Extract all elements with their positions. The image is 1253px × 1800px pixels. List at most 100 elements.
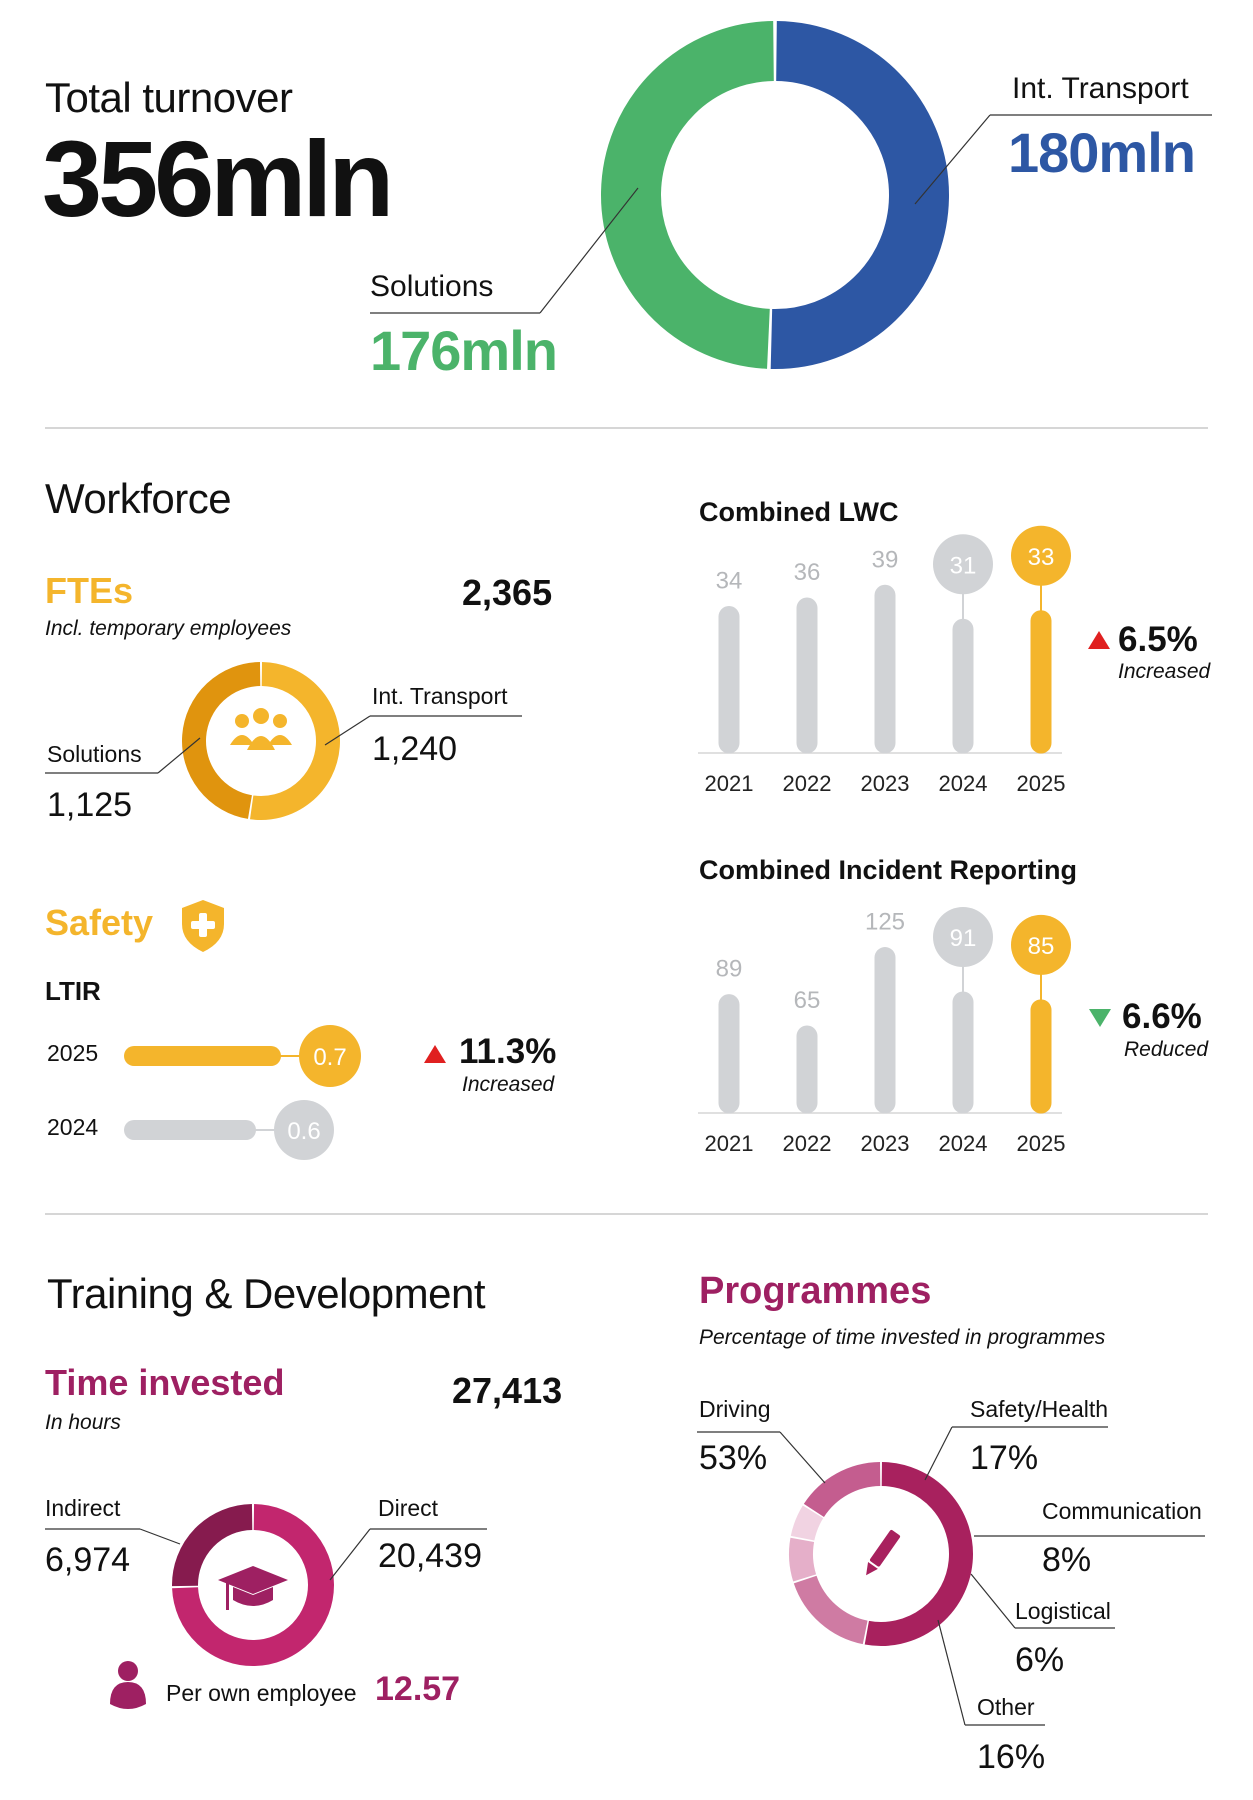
time-slice-direct	[172, 1504, 334, 1666]
ftes-slice-solutions	[182, 662, 261, 819]
per-employee-value: 12.57	[375, 1670, 461, 1708]
programmes-title: Programmes	[699, 1270, 932, 1312]
prog-value-communication: 8%	[1042, 1541, 1092, 1579]
lwc-data-label: 33	[1028, 544, 1055, 571]
programmes-slice-safety-health	[793, 1575, 868, 1645]
ltir-bars: 0.7 0.6	[124, 1025, 361, 1160]
ltir-year-2025: 2025	[47, 1040, 99, 1066]
turnover-donut	[370, 21, 1212, 369]
lwc-value-bubble	[933, 534, 993, 595]
lwc-chart: 34 2021 36 2022 39 2023 31 2024 33 2025	[698, 525, 1071, 796]
prog-value-driving: 53%	[699, 1439, 768, 1477]
incident-data-label: 125	[865, 909, 905, 936]
indirect-value: 6,974	[45, 1541, 131, 1579]
programmes-slice-communication	[789, 1537, 817, 1582]
programmes-slice-other	[803, 1462, 881, 1518]
direct-value: 20,439	[378, 1537, 482, 1575]
safety-change: 11.3%	[459, 1032, 557, 1071]
ftes-slice-int-transport	[250, 662, 340, 820]
lwc-value-bubble	[1011, 525, 1071, 586]
ftes-title: FTEs	[45, 570, 134, 611]
ftes-donut-inner	[207, 687, 315, 795]
ltir-value-bubble	[299, 1025, 361, 1087]
incident-change-note: Reduced	[1124, 1038, 1209, 1061]
ftes-total: 2,365	[462, 572, 553, 613]
incident-data-label: 85	[1028, 933, 1055, 960]
safety-title: Safety	[45, 902, 154, 943]
pencil-icon	[866, 1530, 901, 1576]
time-invested-subtitle: In hours	[45, 1411, 121, 1434]
workforce-title: Workforce	[45, 475, 232, 522]
int-transport-label: Int. Transport	[1012, 72, 1189, 105]
incident-tick-label: 2024	[939, 1131, 988, 1156]
ltir-label: LTIR	[45, 976, 101, 1006]
ftes-subtitle: Incl. temporary employees	[45, 617, 292, 640]
time-donut	[45, 1504, 487, 1666]
incident-chart: 89 2021 65 2022 125 2023 91 2024 85 2025	[698, 907, 1071, 1156]
incident-tick-label: 2021	[705, 1131, 754, 1156]
graduation-cap-icon	[218, 1566, 288, 1610]
incident-change: 6.6%	[1122, 997, 1202, 1036]
divider	[45, 1213, 1208, 1215]
programmes-slice-logistical	[790, 1505, 824, 1542]
prog-label-communication: Communication	[1042, 1498, 1202, 1524]
prog-value-other: 16%	[977, 1738, 1046, 1776]
incident-tick-label: 2022	[783, 1131, 832, 1156]
lwc-tick-label: 2021	[705, 771, 754, 796]
lwc-tick-label: 2024	[939, 771, 988, 796]
lwc-title: Combined LWC	[699, 497, 899, 527]
incident-value-bubble	[933, 907, 993, 967]
time-invested-title: Time invested	[45, 1362, 285, 1403]
prog-label-other: Other	[977, 1694, 1035, 1720]
ftes-int-transport-label: Int. Transport	[372, 683, 508, 709]
lwc-data-label: 39	[872, 546, 899, 573]
programmes-donut	[697, 1426, 1205, 1726]
up-arrow-icon	[424, 1045, 446, 1063]
per-employee-label: Per own employee	[166, 1680, 357, 1706]
incident-data-label: 89	[716, 956, 743, 983]
lwc-up-arrow-icon	[1088, 631, 1110, 649]
person-icon	[110, 1661, 146, 1709]
time-invested-total: 27,413	[452, 1370, 563, 1411]
lwc-data-label: 31	[950, 552, 977, 579]
turnover-slice-int-transport	[770, 21, 949, 369]
ftes-donut	[45, 662, 522, 820]
ltir-value-label: 0.6	[287, 1118, 320, 1145]
safety-change-note: Increased	[462, 1073, 555, 1096]
down-arrow-icon	[1089, 1009, 1111, 1027]
turnover-title: Total turnover	[45, 74, 293, 121]
lwc-change-note: Increased	[1118, 660, 1211, 683]
incident-value-bubble	[1011, 914, 1071, 975]
lwc-data-label: 36	[794, 559, 821, 586]
people-icon	[230, 708, 292, 750]
shield-plus-icon	[182, 900, 224, 952]
programmes-subtitle: Percentage of time invested in programme…	[699, 1326, 1106, 1349]
programmes-slice-driving	[864, 1462, 973, 1646]
turnover-slice-solutions	[601, 21, 775, 369]
turnover-total: 356mln	[42, 118, 394, 239]
prog-label-driving: Driving	[699, 1396, 771, 1422]
ltir-year-2024: 2024	[47, 1114, 99, 1140]
incident-tick-label: 2023	[861, 1131, 910, 1156]
lwc-tick-label: 2025	[1017, 771, 1066, 796]
ftes-solutions-label: Solutions	[47, 741, 142, 767]
lwc-data-label: 34	[716, 568, 743, 595]
solutions-label: Solutions	[370, 270, 494, 303]
direct-label: Direct	[378, 1495, 439, 1521]
prog-value-safety-health: 17%	[970, 1439, 1039, 1477]
incident-tick-label: 2025	[1017, 1131, 1066, 1156]
training-title: Training & Development	[47, 1270, 486, 1317]
incident-title: Combined Incident Reporting	[699, 855, 1077, 885]
lwc-tick-label: 2023	[861, 771, 910, 796]
lwc-change: 6.5%	[1118, 620, 1198, 659]
lwc-tick-label: 2022	[783, 771, 832, 796]
prog-value-logistical: 6%	[1015, 1641, 1065, 1679]
solutions-value: 176mln	[370, 319, 558, 382]
time-slice-indirect	[172, 1504, 253, 1587]
indirect-label: Indirect	[45, 1495, 121, 1521]
ltir-value-bubble	[274, 1100, 334, 1160]
divider	[45, 427, 1208, 429]
int-transport-value: 180mln	[1008, 121, 1196, 184]
ltir-value-label: 0.7	[313, 1044, 346, 1071]
ftes-solutions-value: 1,125	[47, 786, 133, 824]
